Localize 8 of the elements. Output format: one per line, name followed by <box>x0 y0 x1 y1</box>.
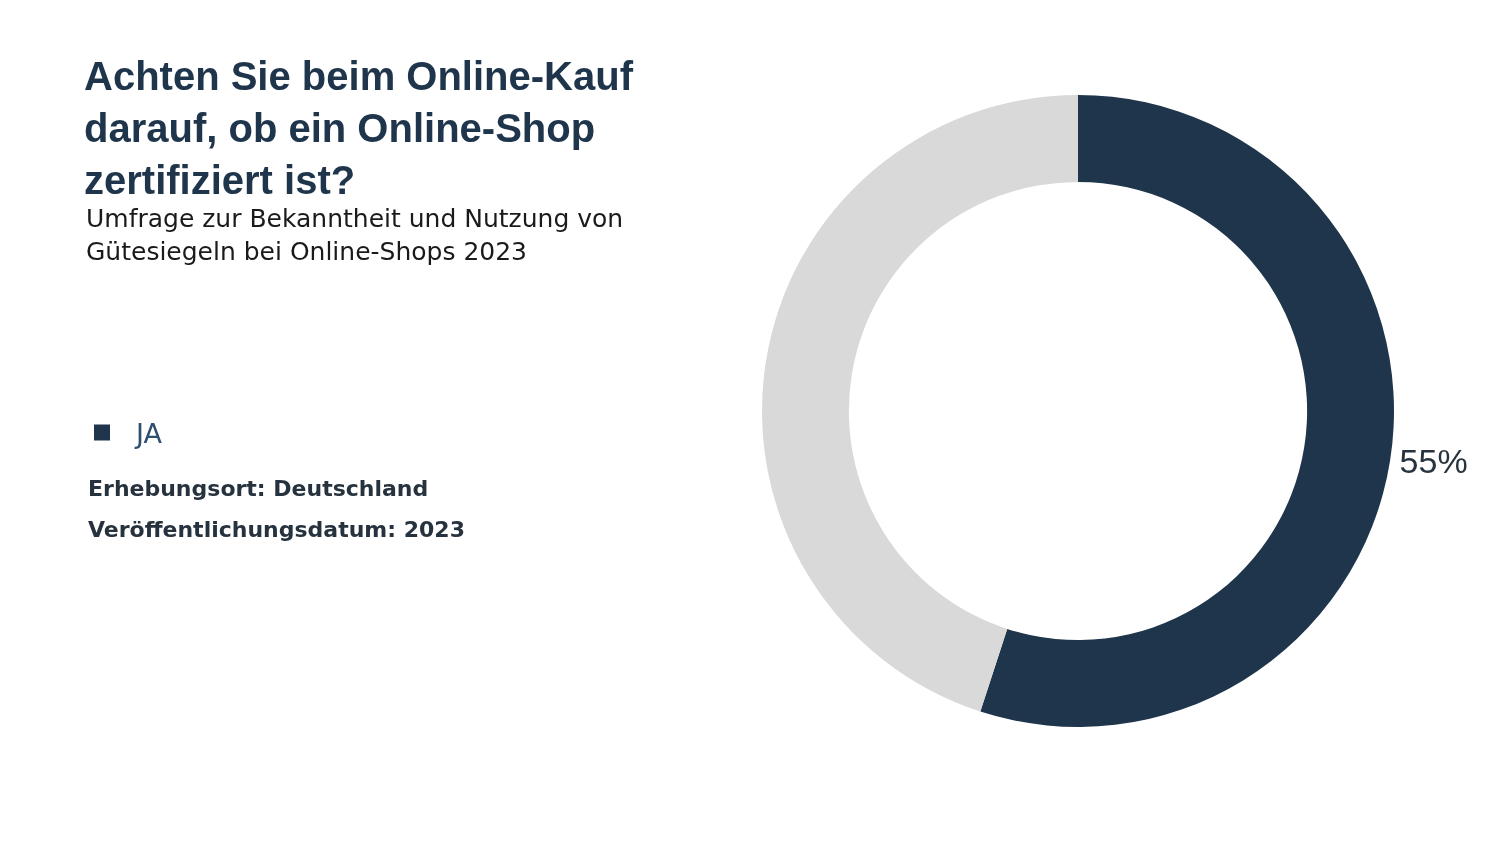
donut-slice <box>762 95 1078 712</box>
donut-slice <box>980 95 1394 727</box>
data-label: 55% <box>1399 441 1468 480</box>
text: Veröffentlichungsdatum: 2023 <box>88 517 465 542</box>
text: Erhebungsort: Deutschland <box>88 476 429 501</box>
text: Umfrage zur Bekanntheit und Nutzung von Gütesiegeln bei Online-Shops 2023 <box>86 204 624 266</box>
legend-label: JA <box>134 418 163 450</box>
chart-title: Achten Sie beim Online-Kauf darauf, ob ein Online-Shop zertifiziert ist? <box>84 54 634 202</box>
